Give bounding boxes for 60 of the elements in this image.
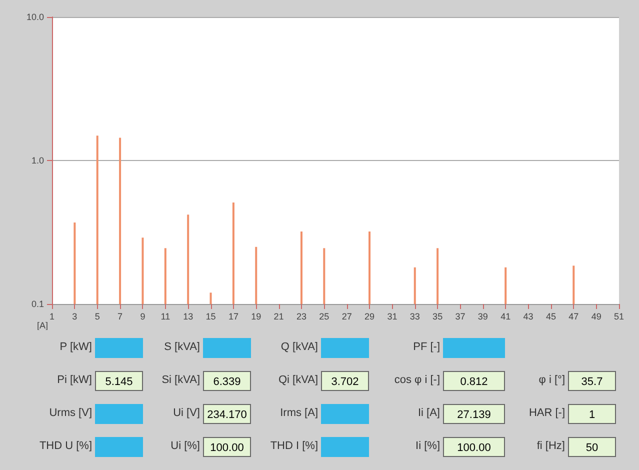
x-tick-label: 21 xyxy=(274,312,284,322)
x-tick-label: 5 xyxy=(94,312,100,322)
x-tick-label: 25 xyxy=(319,312,330,322)
text: PF [-] xyxy=(412,341,440,353)
text: P [kW] xyxy=(58,341,92,353)
x-tick-label: 37 xyxy=(455,312,466,322)
text: Irms [A] xyxy=(280,407,318,419)
text: THD I [%] xyxy=(270,440,318,452)
text: 100.00 xyxy=(203,437,251,457)
x-tick-label: 15 xyxy=(206,312,216,322)
text: Si [kVA] xyxy=(162,374,200,386)
x-tick-label: 23 xyxy=(296,312,306,322)
text: 234.170 xyxy=(203,404,251,424)
text: 6.339 xyxy=(203,371,251,391)
text: fi [Hz] xyxy=(536,440,565,452)
text: 3.702 xyxy=(321,371,369,391)
x-tick-label: 49 xyxy=(591,312,602,322)
x-tick-label: 7 xyxy=(118,312,123,322)
x-tick-label: 29 xyxy=(364,312,375,322)
x-tick-label: 13 xyxy=(183,312,194,322)
x-tick-label: 11 xyxy=(160,312,170,322)
text: Ui [%] xyxy=(170,440,200,452)
y-tick-label: 10.0 xyxy=(26,12,44,22)
text: 100.00 xyxy=(443,437,505,457)
text: Q [kVA] xyxy=(280,341,318,353)
text: 0.812 xyxy=(443,371,505,391)
x-tick-label: 17 xyxy=(228,312,238,322)
text: Pi [kW] xyxy=(56,374,92,386)
x-tick-label: 45 xyxy=(546,312,556,322)
text: Ii [%] xyxy=(414,440,440,452)
x-tick-label: 47 xyxy=(568,312,579,322)
text: THD U [%] xyxy=(38,440,92,452)
text: 5.145 xyxy=(95,371,143,391)
text: Urms [V] xyxy=(48,407,92,419)
x-tick-label: 51 xyxy=(614,312,624,322)
text: HAR [-] xyxy=(528,407,565,419)
x-tick-label: 39 xyxy=(478,312,488,322)
text: 50 xyxy=(568,437,616,457)
text: Ui [V] xyxy=(172,407,200,419)
text: Ii [A] xyxy=(416,407,440,419)
text: φ i [°] xyxy=(538,374,565,386)
text: S [kVA] xyxy=(163,341,200,353)
text: Qi [kVA] xyxy=(278,374,318,386)
text: cos φ i [-] xyxy=(394,374,440,386)
x-tick-label: 27 xyxy=(342,312,352,322)
y-tick-label: 1.0 xyxy=(31,156,44,166)
x-tick-label: 35 xyxy=(432,312,443,322)
x-tick-label: 43 xyxy=(523,312,534,322)
x-tick-label: 33 xyxy=(410,312,420,322)
x-tick-label: 9 xyxy=(140,312,146,322)
text: 1 xyxy=(568,404,616,424)
text: 35.7 xyxy=(568,371,616,391)
x-tick-label: 31 xyxy=(387,312,398,322)
y-tick-label: 0.1 xyxy=(31,299,44,309)
x-tick-label: 41 xyxy=(500,312,511,322)
y-axis-title: [A] xyxy=(36,320,48,330)
x-tick-label: 3 xyxy=(72,312,78,322)
x-tick-label: 1 xyxy=(49,312,55,322)
text: 27.139 xyxy=(443,404,505,424)
x-tick-label: 19 xyxy=(251,312,262,322)
